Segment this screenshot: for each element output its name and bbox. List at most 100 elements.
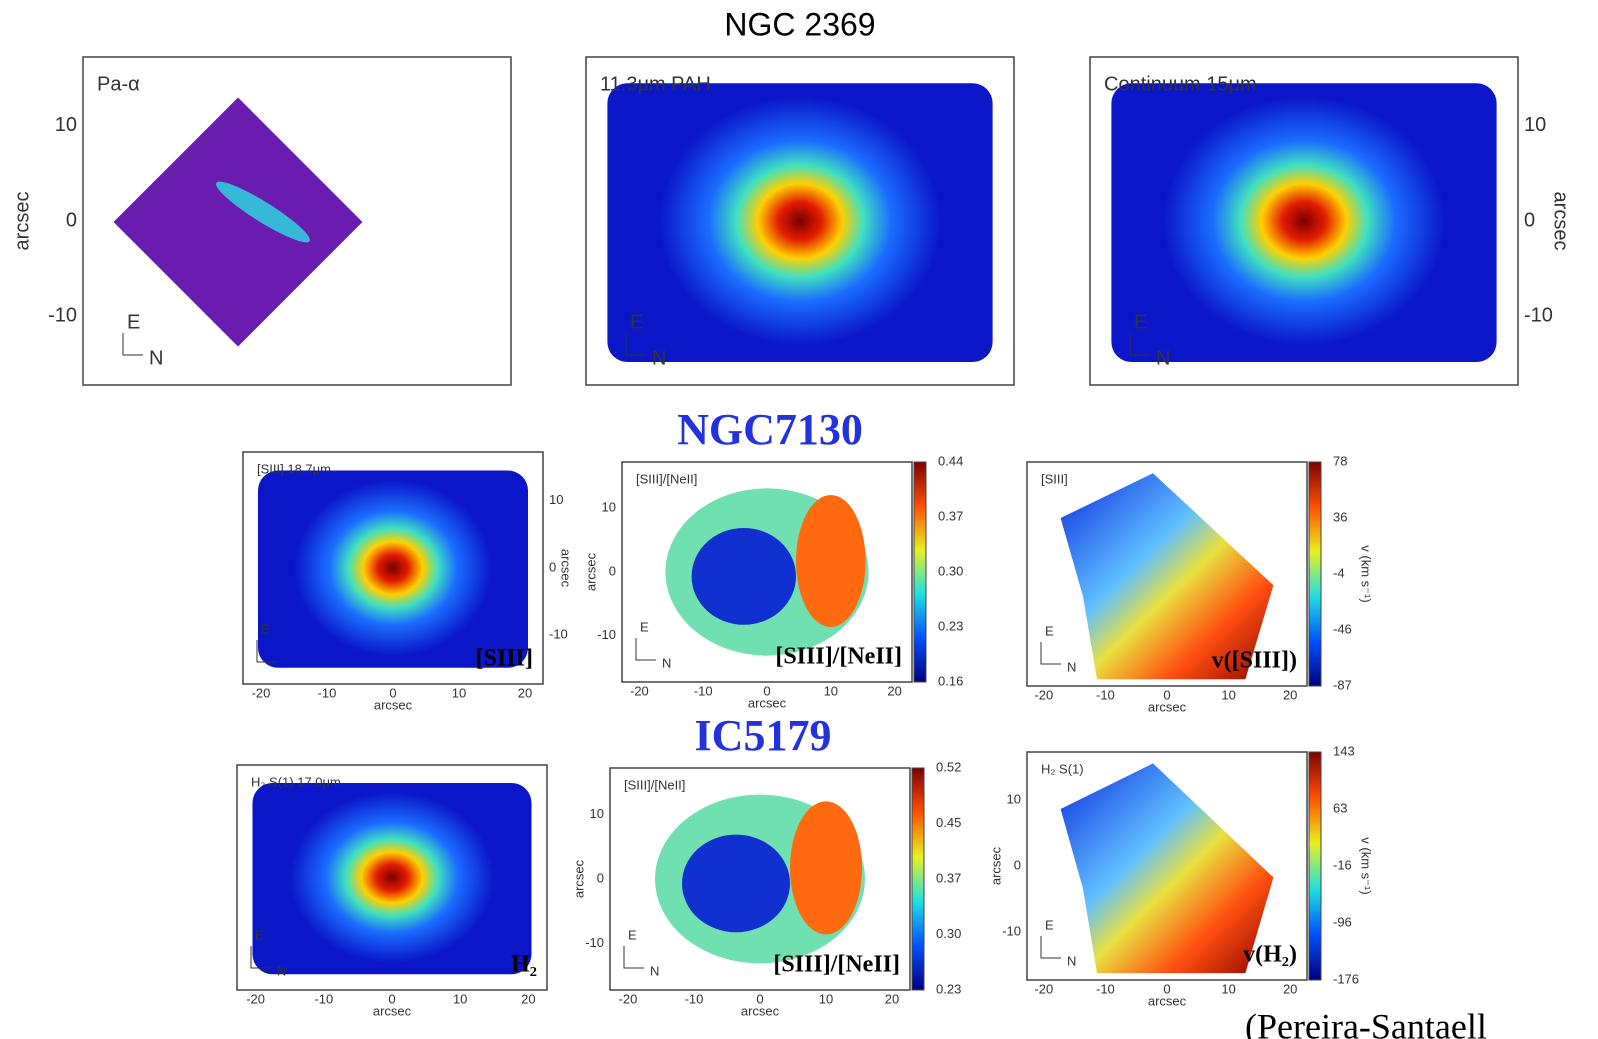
x-tick-label: 10 — [1221, 687, 1235, 702]
panel-corner-label: 11.3μm PAH — [600, 73, 711, 95]
panel-corner-label: Pa-α — [97, 73, 140, 95]
compass — [636, 638, 656, 660]
colorbar — [912, 768, 924, 990]
title: IC5179 — [695, 711, 832, 760]
compass-label: E — [127, 311, 140, 333]
y-axis-label: arcsec — [559, 549, 574, 588]
compass-label: N — [652, 347, 666, 369]
compass-label: E — [1045, 917, 1054, 932]
colorbar-tick-label: 0.30 — [936, 926, 961, 941]
y-tick-label: 10 — [1524, 114, 1546, 136]
y-axis-label: arcsec — [583, 552, 598, 591]
y-tick-label: 0 — [66, 209, 77, 231]
colorbar-tick-label: 0.44 — [938, 453, 963, 468]
y-tick-label: -10 — [597, 627, 616, 642]
y-tick-label: 10 — [549, 492, 563, 507]
image — [682, 835, 790, 933]
panel-label: [SIII] — [476, 646, 533, 672]
x-tick-label: -20 — [1034, 981, 1053, 996]
x-tick-label: 20 — [1283, 687, 1297, 702]
x-tick-label: -20 — [1034, 687, 1053, 702]
x-tick-label: 20 — [521, 991, 535, 1006]
y-axis-label: arcsec — [1550, 192, 1572, 251]
compass-label: E — [255, 927, 264, 942]
x-tick-label: -20 — [630, 683, 649, 698]
image — [294, 480, 492, 656]
y-tick-label: 0 — [1524, 209, 1535, 231]
x-tick-label: -10 — [1096, 981, 1115, 996]
x-axis-label: arcsec — [1148, 993, 1187, 1008]
compass-label: N — [277, 963, 286, 978]
colorbar-tick-label: -16 — [1333, 857, 1352, 872]
y-axis-label: arcsec — [988, 846, 1003, 885]
panel-corner-label: Continuum 15μm — [1104, 73, 1257, 95]
panel-label: v([SIII]) — [1212, 648, 1297, 674]
colorbar-tick-label: 0.23 — [938, 618, 963, 633]
panel-corner-label: [SIII]/[NeII] — [636, 471, 697, 486]
figure: NGC 2369 NGC7130 IC5179 (Pereira-Santael… — [0, 0, 1598, 1039]
y-tick-label: 10 — [55, 114, 77, 136]
x-tick-label: -20 — [246, 991, 265, 1006]
y-tick-label: -10 — [1002, 924, 1021, 939]
colorbar-tick-label: 0.30 — [938, 563, 963, 578]
colorbar-tick-label: 0.52 — [936, 759, 961, 774]
compass-label: E — [628, 927, 637, 942]
y-tick-label: -10 — [48, 304, 77, 326]
colorbar-tick-label: 0.45 — [936, 815, 961, 830]
image — [1061, 763, 1274, 973]
panel-corner-label: H₂ S(1) 17.0μm — [251, 774, 341, 789]
image — [1163, 96, 1445, 345]
x-tick-label: 10 — [1221, 981, 1235, 996]
colorbar — [1309, 462, 1321, 686]
panel-label: [SIII]/[NeII] — [775, 644, 902, 670]
x-tick-label: -10 — [1096, 687, 1115, 702]
colorbar — [914, 462, 926, 682]
y-tick-label: 10 — [1007, 791, 1021, 806]
colorbar-tick-label: 0.16 — [938, 673, 963, 688]
y-tick-label: 10 — [602, 500, 616, 515]
colorbar-tick-label: -46 — [1333, 621, 1352, 636]
panel-corner-label: [SIII] 18.7μm — [257, 461, 331, 476]
colorbar-label: v (km s⁻¹) — [1359, 837, 1374, 894]
colorbar-tick-label: -87 — [1333, 677, 1352, 692]
x-tick-label: -10 — [318, 685, 337, 700]
x-tick-label: 20 — [887, 683, 901, 698]
x-tick-label: 10 — [452, 685, 466, 700]
x-tick-label: 10 — [819, 991, 833, 1006]
x-axis-label: arcsec — [741, 1003, 780, 1018]
y-tick-label: 0 — [1014, 857, 1021, 872]
colorbar-tick-label: -176 — [1333, 971, 1359, 986]
x-axis-label: arcsec — [1148, 699, 1187, 714]
panel-corner-label: H₂ S(1) — [1041, 761, 1084, 776]
image — [796, 495, 866, 627]
colorbar-tick-label: 78 — [1333, 453, 1347, 468]
compass-label: N — [1156, 347, 1170, 369]
compass-label: N — [662, 655, 671, 670]
y-tick-label: 10 — [590, 806, 604, 821]
x-tick-label: 20 — [885, 991, 899, 1006]
image — [692, 528, 796, 625]
citation: (Pereira-Santaell — [1245, 1006, 1487, 1039]
title: NGC 2369 — [724, 6, 875, 42]
colorbar — [1309, 752, 1321, 980]
compass — [1041, 642, 1061, 664]
x-axis-label: arcsec — [748, 695, 787, 710]
image — [790, 801, 862, 934]
x-tick-label: 10 — [824, 683, 838, 698]
panel-label: H₂ — [511, 952, 537, 978]
compass — [123, 333, 143, 355]
image — [114, 98, 363, 347]
y-axis-label: arcsec — [11, 192, 33, 251]
colorbar-tick-label: -4 — [1333, 565, 1345, 580]
image — [290, 792, 495, 963]
colorbar-label: v (km s⁻¹) — [1359, 545, 1374, 602]
image — [659, 96, 941, 345]
panel-label: v(H₂) — [1243, 942, 1297, 968]
compass-label: E — [1045, 623, 1054, 638]
y-tick-label: 0 — [549, 559, 556, 574]
colorbar-tick-label: 0.37 — [936, 870, 961, 885]
compass-label: E — [261, 621, 270, 636]
colorbar-tick-label: 0.23 — [936, 981, 961, 996]
panel-corner-label: [SIII]/[NeII] — [624, 777, 685, 792]
panel-corner-label: [SIII] — [1041, 471, 1068, 486]
